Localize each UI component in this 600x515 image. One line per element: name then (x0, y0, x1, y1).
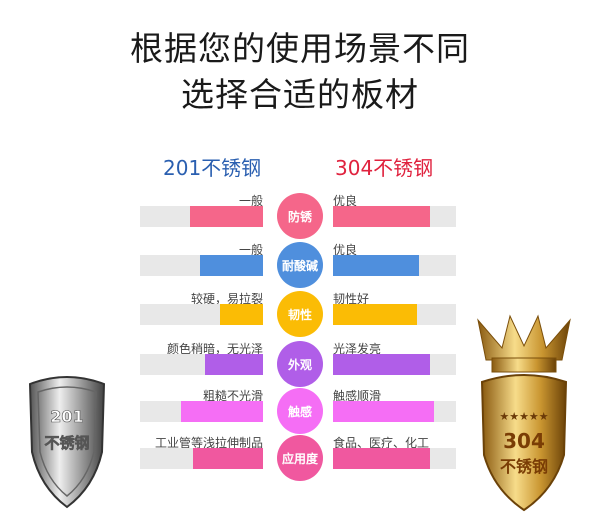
right-bar-track (333, 401, 456, 422)
left-label: 一般 (238, 194, 263, 208)
left-label: 较硬，易拉裂 (190, 292, 263, 306)
title-line-1: 根据您的使用场景不同 (130, 29, 470, 68)
right-shield-line2: 不锈钢 (500, 457, 548, 476)
title-line-2: 选择合适的板材 (181, 75, 419, 114)
right-shield-line1: 304 (503, 429, 545, 453)
left-shield-line1: 201 (50, 407, 83, 426)
right-bar-track (333, 448, 456, 469)
right-label: 食品、医疗、化工 (333, 436, 430, 450)
left-bar-fill (192, 448, 263, 469)
category-badge: 触感 (277, 388, 323, 434)
right-bar-fill (333, 448, 431, 469)
left-bar-fill (180, 401, 263, 422)
right-header: 304不锈钢 (335, 156, 434, 180)
svg-text:★★★★★: ★★★★★ (499, 410, 548, 423)
category-badge: 应用度 (277, 435, 323, 481)
right-label: 优良 (333, 194, 358, 208)
left-label: 粗糙不光滑 (202, 389, 263, 403)
left-bar-track (140, 206, 263, 227)
left-bar-fill (190, 206, 263, 227)
silver-shield-icon: 201 不锈钢 (28, 376, 106, 509)
right-label: 韧性好 (333, 292, 370, 306)
left-header: 201不锈钢 (163, 156, 262, 180)
left-bar-track (140, 304, 263, 325)
left-bar-track (140, 255, 263, 276)
right-label: 光泽发亮 (333, 342, 382, 356)
left-bar-fill (200, 255, 263, 276)
gold-shield-crown-icon: ★★★★★ 304 不锈钢 (477, 314, 571, 512)
right-bar-track (333, 255, 456, 276)
right-bar-fill (333, 255, 420, 276)
left-shield-line2: 不锈钢 (44, 434, 89, 452)
right-label: 触感顺滑 (333, 389, 382, 403)
category-badge: 外观 (277, 341, 323, 387)
left-bar-fill (205, 354, 263, 375)
right-bar-track (333, 304, 456, 325)
right-bar-track (333, 206, 456, 227)
right-bar-fill (333, 401, 434, 422)
right-bar-fill (333, 206, 431, 227)
left-bar-track (140, 448, 263, 469)
left-label: 一般 (238, 243, 263, 257)
category-badge: 防锈 (277, 193, 323, 239)
left-bar-track (140, 401, 263, 422)
right-bar-fill (333, 354, 431, 375)
category-badge: 韧性 (277, 291, 323, 337)
right-bar-track (333, 354, 456, 375)
right-bar-fill (333, 304, 417, 325)
left-label: 颜色稍暗，无光泽 (166, 342, 263, 356)
category-badge: 耐酸碱 (277, 242, 323, 288)
left-bar-fill (219, 304, 263, 325)
left-bar-track (140, 354, 263, 375)
left-label: 工业管等浅拉伸制品 (154, 436, 263, 450)
right-label: 优良 (333, 243, 358, 257)
